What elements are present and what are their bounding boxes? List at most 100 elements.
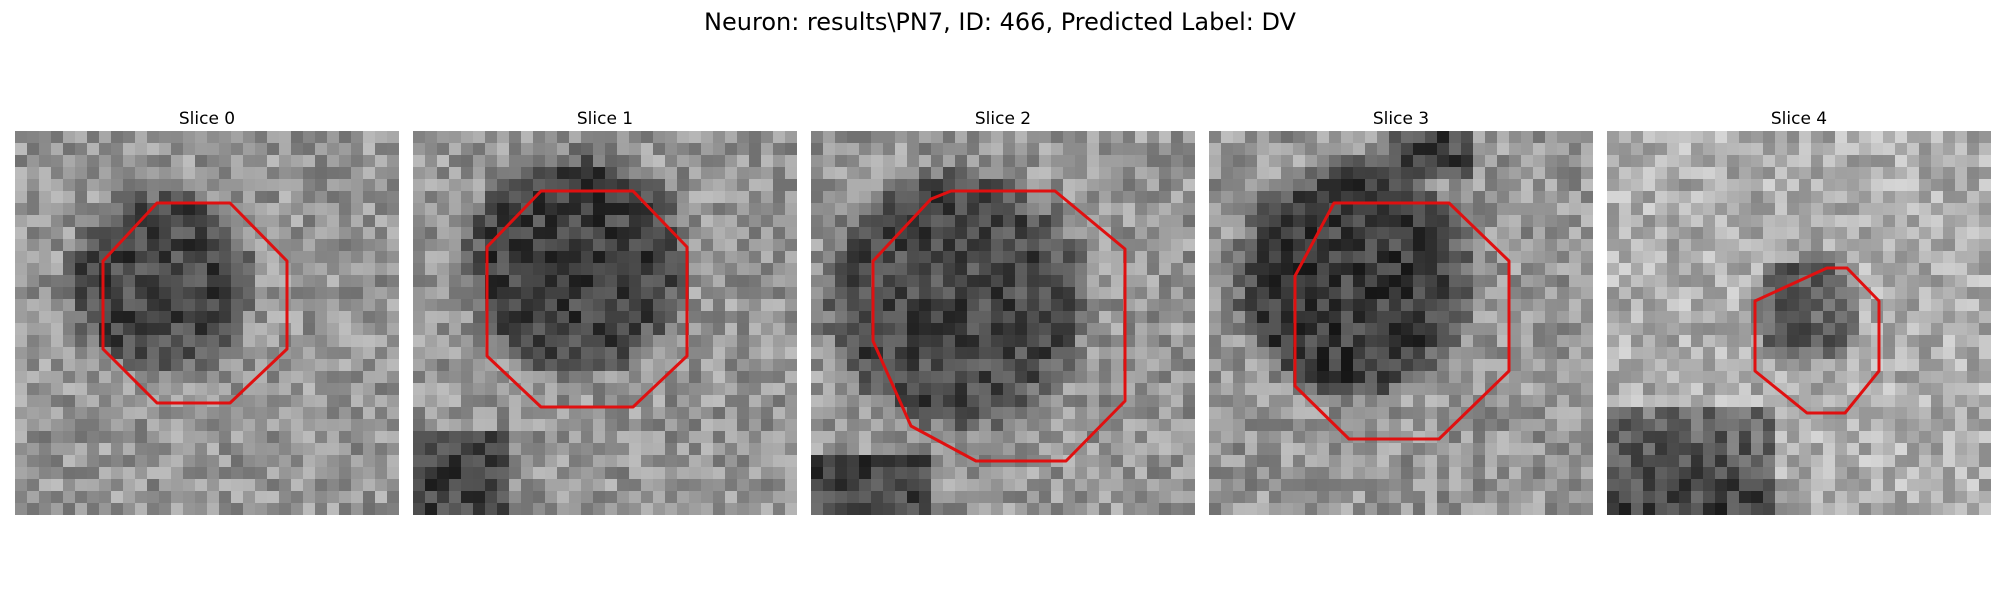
pixel	[1581, 179, 1593, 192]
pixel	[701, 347, 714, 360]
pixel	[99, 203, 112, 216]
pixel	[533, 491, 546, 504]
pixel	[387, 263, 399, 276]
pixel	[231, 479, 244, 492]
pixel	[1257, 263, 1270, 276]
pixel	[437, 131, 450, 144]
pixel	[785, 239, 797, 252]
pixel	[219, 143, 232, 156]
pixel	[1171, 347, 1184, 360]
pixel	[1317, 395, 1330, 408]
pixel	[1365, 335, 1378, 348]
pixel	[1919, 227, 1932, 240]
pixel	[1305, 287, 1318, 300]
pixel	[653, 491, 666, 504]
pixel	[1871, 167, 1884, 180]
pixel	[1823, 275, 1836, 288]
pixel	[1799, 287, 1812, 300]
pixel	[1739, 155, 1752, 168]
pixel	[363, 335, 376, 348]
pixel	[533, 323, 546, 336]
pixel	[677, 131, 690, 144]
pixel	[1269, 227, 1282, 240]
pixel	[27, 431, 40, 444]
pixel	[1171, 227, 1184, 240]
pixel	[847, 431, 860, 444]
pixel	[207, 431, 220, 444]
pixel	[1413, 419, 1426, 432]
pixel	[147, 335, 160, 348]
pixel	[907, 359, 920, 372]
pixel	[1281, 503, 1294, 515]
pixel	[1569, 467, 1582, 480]
pixel	[1111, 131, 1124, 144]
pixel	[1027, 203, 1040, 216]
pixel	[1353, 407, 1366, 420]
pixel	[279, 143, 292, 156]
pixel	[147, 359, 160, 372]
pixel	[1859, 167, 1872, 180]
pixel	[1835, 155, 1848, 168]
pixel	[1823, 215, 1836, 228]
pixel	[1003, 479, 1016, 492]
pixel	[485, 419, 498, 432]
pixel	[1075, 215, 1088, 228]
pixel	[605, 503, 618, 515]
pixel	[351, 287, 364, 300]
pixel	[27, 143, 40, 156]
pixel	[581, 371, 594, 384]
pixel	[1147, 335, 1160, 348]
pixel	[51, 179, 64, 192]
pixel	[1425, 443, 1438, 456]
pixel	[967, 215, 980, 228]
pixel	[557, 215, 570, 228]
pixel	[39, 287, 52, 300]
pixel	[967, 299, 980, 312]
pixel	[1233, 491, 1246, 504]
pixel	[1003, 143, 1016, 156]
pixel	[195, 455, 208, 468]
pixel	[27, 215, 40, 228]
pixel	[111, 263, 124, 276]
pixel	[1703, 359, 1716, 372]
pixel	[1533, 503, 1546, 515]
pixel	[737, 239, 750, 252]
pixel	[1437, 491, 1450, 504]
pixel	[1655, 299, 1668, 312]
pixel	[267, 227, 280, 240]
pixel	[991, 371, 1004, 384]
pixel	[1581, 227, 1593, 240]
pixel	[461, 359, 474, 372]
pixel	[15, 335, 28, 348]
pixel	[51, 347, 64, 360]
pixel	[859, 455, 872, 468]
pixel	[605, 359, 618, 372]
pixel	[63, 275, 76, 288]
pixel	[75, 131, 88, 144]
pixel	[1425, 239, 1438, 252]
pixel	[1099, 275, 1112, 288]
pixel	[1775, 227, 1788, 240]
slice-title-0: Slice 0	[178, 109, 236, 129]
pixel	[1461, 479, 1474, 492]
pixel	[1655, 395, 1668, 408]
pixel	[1123, 479, 1136, 492]
pixel	[557, 419, 570, 432]
pixel	[255, 287, 268, 300]
pixel	[485, 503, 498, 515]
pixel	[1607, 455, 1620, 468]
pixel	[1557, 491, 1570, 504]
pixel	[303, 503, 316, 515]
pixel	[1075, 227, 1088, 240]
pixel	[1147, 275, 1160, 288]
pixel	[1305, 311, 1318, 324]
pixel	[63, 227, 76, 240]
pixel	[1437, 347, 1450, 360]
pixel	[1569, 287, 1582, 300]
pixel	[1425, 455, 1438, 468]
pixel	[27, 323, 40, 336]
pixel	[183, 431, 196, 444]
pixel	[303, 179, 316, 192]
pixel	[1401, 311, 1414, 324]
pixel	[413, 239, 426, 252]
